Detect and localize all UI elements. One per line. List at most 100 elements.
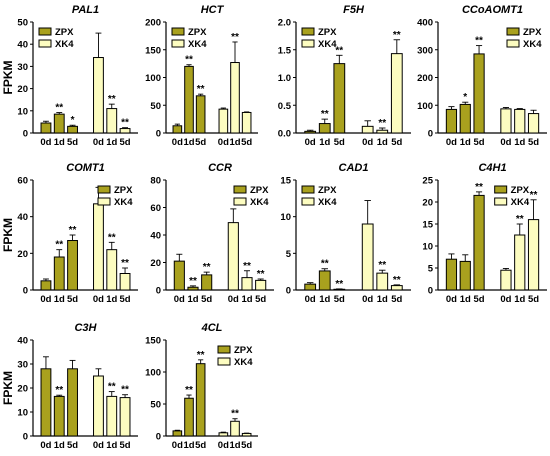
bar-zpx-0d [445,108,458,134]
y-tick-label: 1.5 [278,45,292,56]
chart-panel-f5h: F5H 0.0 0.5 1.0 1.5 2.0 0d ** 1d ** 5d 0d ** 1d ** 5d ZP… [278,4,411,148]
chart-title: F5H [343,4,365,16]
y-tick-label: 0 [428,129,433,140]
y-tick-label: 10 [17,106,28,117]
bar-xk4-0d [218,432,229,437]
bar-zpx-0d [40,280,52,291]
y-tick-label: 30 [17,360,28,371]
y-tick-label: 20 [422,198,433,209]
bar-xk4-0d [500,269,512,291]
significance-mark: ** [197,84,205,95]
bar-zpx-1d [318,123,331,134]
legend-label-zpx: ZPX [523,27,542,38]
bar-xk4-1d [241,277,253,291]
chart-title: COMT1 [66,162,105,174]
bar-zpx-0d [40,368,52,437]
legend-label-zpx: ZPX [318,185,337,196]
y-tick-label: 10 [280,212,291,223]
legend-swatch-xk4 [97,197,111,206]
x-tick-label: 1d [229,137,240,148]
y-tick-label: 40 [17,40,28,51]
x-tick-label: 5d [120,137,131,148]
significance-mark: ** [121,258,129,269]
significance-mark: ** [69,225,77,236]
legend-label-zpx: ZPX [511,185,530,196]
bar-zpx-5d [195,95,206,134]
legend-swatch-xk4 [233,197,247,206]
x-tick-label: 1d [54,440,65,451]
x-tick-label: 1d [319,294,330,305]
significance-mark: ** [189,276,197,287]
x-tick-label: 1d [183,137,194,148]
bar-xk4-5d [390,285,403,291]
legend-label-xk4: XK4 [114,197,133,208]
bar-zpx-5d [195,363,206,437]
x-tick-label: 0d [93,440,104,451]
chart-title: C3H [74,322,97,334]
bar-xk4-0d [500,108,512,134]
bar-xk4-1d [230,420,240,437]
bar-xk4-0d [361,125,374,134]
significance-mark: ** [378,118,386,129]
x-tick-label: 1d [460,294,471,305]
chart-title: C4H1 [478,162,506,174]
legend-swatch-zpx [97,185,111,194]
x-tick-label: 1d [54,294,65,305]
y-tick-label: 200 [417,73,433,84]
bar-xk4-0d [218,108,229,134]
bar-zpx-1d [184,65,194,134]
x-tick-label: 5d [255,294,266,305]
bar-xk4-1d [514,234,526,291]
legend-label-zpx: ZPX [318,27,337,38]
significance-mark: ** [335,279,343,290]
x-tick-label: 5d [474,137,485,148]
x-tick-label: 1d [54,137,65,148]
x-tick-label: 5d [334,294,345,305]
bar-xk4-1d [106,108,118,134]
significance-mark: ** [231,32,239,43]
x-tick-label: 5d [528,137,539,148]
legend-swatch-zpx [301,27,315,36]
bar-xk4-0d [227,222,239,291]
bar-xk4-5d [527,219,540,291]
chart-panel-pal1: PAL1 FPKM 0 10 20 30 40 50 0d ** 1d * 5d 0d ** 1d ** 5d ZP… [1,4,138,148]
y-tick-label: 2.0 [278,18,291,29]
bar-zpx-5d [67,125,78,134]
x-tick-label: 0d [218,440,229,451]
x-tick-label: 0d [93,294,104,305]
x-tick-label: 5d [67,137,78,148]
y-tick-label: 50 [150,101,161,112]
x-tick-label: 5d [528,294,539,305]
bar-zpx-0d [173,260,185,291]
legend-label-xk4: XK4 [511,197,530,208]
y-axis-label: FPKM [1,371,15,405]
significance-mark: ** [530,190,538,201]
y-tick-label: 20 [150,258,161,269]
x-tick-label: 0d [305,294,316,305]
x-tick-label: 0d [40,440,51,451]
bar-xk4-0d [93,57,104,134]
significance-mark: ** [231,409,239,420]
y-tick-label: 100 [145,368,161,379]
x-tick-label: 1d [514,294,525,305]
y-tick-label: 10 [17,408,28,419]
y-tick-label: 0 [156,129,161,140]
bar-zpx-0d [304,283,317,291]
x-tick-label: 5d [391,294,402,305]
x-tick-label: 1d [106,294,117,305]
y-tick-label: 0 [23,129,28,140]
bar-zpx-0d [40,122,52,134]
legend-label-xk4: XK4 [55,39,74,50]
x-tick-label: 5d [391,137,402,148]
y-tick-label: 0 [23,432,28,443]
y-tick-label: 25 [422,176,433,187]
legend-label-zpx: ZPX [55,27,74,38]
x-tick-label: 5d [67,294,78,305]
legend-label-xk4: XK4 [318,39,337,50]
